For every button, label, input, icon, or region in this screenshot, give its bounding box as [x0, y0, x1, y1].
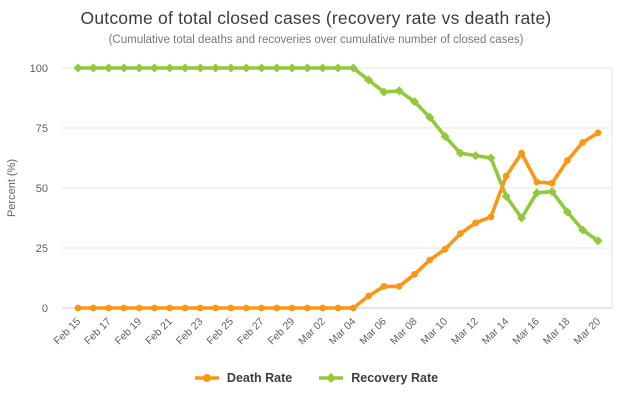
death-rate-point[interactable]	[258, 304, 265, 312]
x-tick-label: Mar 10	[419, 316, 451, 348]
death-rate-point[interactable]	[181, 304, 189, 312]
death-rate-point[interactable]	[548, 179, 556, 187]
recovery-rate-point[interactable]	[180, 63, 190, 73]
death-rate-point[interactable]	[74, 304, 82, 312]
death-rate-point[interactable]	[533, 178, 541, 186]
x-tick-label: Mar 02	[296, 316, 328, 348]
x-tick-label: Mar 12	[449, 316, 481, 348]
death-rate-point[interactable]	[334, 304, 342, 312]
recovery-rate-point[interactable]	[272, 63, 282, 73]
death-rate-point[interactable]	[166, 304, 174, 312]
recovery-rate-point[interactable]	[302, 63, 312, 73]
recovery-rate-point[interactable]	[562, 207, 572, 217]
x-tick-label: Mar 06	[357, 316, 389, 348]
recovery-rate-point[interactable]	[241, 63, 251, 73]
recovery-rate-point[interactable]	[501, 191, 511, 201]
recovery-rate-point[interactable]	[134, 63, 144, 73]
recovery-rate-point[interactable]	[149, 63, 159, 73]
x-tick-label: Feb 27	[235, 316, 267, 348]
recovery-rate-point[interactable]	[409, 97, 419, 107]
recovery-rate-point[interactable]	[486, 153, 496, 163]
death-rate-point[interactable]	[564, 157, 571, 164]
death-rate-legend-marker	[194, 374, 219, 382]
death-rate-point[interactable]	[395, 283, 403, 290]
death-rate-point[interactable]	[411, 271, 418, 278]
recovery-rate-point[interactable]	[455, 148, 465, 158]
death-rate-point[interactable]	[151, 304, 158, 312]
x-tick-label: Mar 16	[510, 316, 542, 348]
death-rate-point[interactable]	[518, 149, 525, 157]
recovery-rate-point[interactable]	[318, 63, 328, 73]
death-rate-point[interactable]	[105, 304, 112, 312]
x-tick-label: Mar 14	[480, 316, 512, 348]
recovery-rate-point[interactable]	[348, 63, 358, 73]
death-rate-point[interactable]	[487, 213, 495, 221]
death-rate-point[interactable]	[594, 129, 602, 137]
death-rate-point[interactable]	[441, 245, 449, 253]
x-tick-label: Feb 17	[82, 316, 114, 348]
recovery-rate-point[interactable]	[364, 75, 374, 85]
recovery-rate-point[interactable]	[226, 63, 236, 73]
death-rate-point[interactable]	[227, 304, 235, 312]
recovery-rate-point[interactable]	[165, 63, 175, 73]
death-rate-point[interactable]	[456, 230, 464, 238]
death-rate-point[interactable]	[426, 256, 434, 264]
y-tick-label: 100	[30, 63, 48, 75]
death-rate-point[interactable]	[319, 304, 327, 312]
x-tick-label: Mar 18	[541, 316, 573, 348]
death-rate-point[interactable]	[288, 304, 296, 312]
x-tick-label: Mar 08	[388, 316, 420, 348]
death-rate-point[interactable]	[579, 139, 587, 146]
x-tick-label: Feb 21	[143, 316, 175, 348]
recovery-rate-point[interactable]	[211, 63, 221, 73]
legend-label-death-rate: Death Rate	[226, 371, 293, 385]
recovery-rate-legend-marker	[319, 373, 344, 383]
legend-label-recovery-rate: Recovery Rate	[351, 371, 439, 385]
death-rate-point[interactable]	[365, 292, 372, 300]
chart-title: Outcome of total closed cases (recovery …	[80, 8, 552, 28]
x-tick-label: Feb 29	[266, 316, 298, 348]
recovery-rate-point[interactable]	[287, 63, 297, 73]
chart-subtitle: (Cumulative total deaths and recoveries …	[108, 34, 524, 46]
x-tick-label: Feb 23	[174, 316, 206, 348]
y-tick-label: 25	[36, 243, 48, 255]
x-tick-label: Mar 04	[327, 316, 359, 348]
death-rate-point[interactable]	[304, 304, 311, 312]
y-axis-title: Percent (%)	[6, 159, 18, 217]
recovery-rate-point[interactable]	[425, 112, 435, 122]
death-rate-point[interactable]	[502, 172, 510, 180]
x-tick-label: Mar 20	[572, 316, 604, 348]
death-rate-point[interactable]	[380, 283, 388, 290]
legend-item-recovery-rate[interactable]: Recovery Rate	[318, 371, 438, 385]
death-rate-point[interactable]	[242, 304, 250, 312]
recovery-rate-point[interactable]	[471, 151, 481, 161]
recovery-rate-point[interactable]	[104, 63, 114, 73]
recovery-rate-point[interactable]	[333, 63, 343, 73]
death-rate-point[interactable]	[120, 304, 128, 312]
x-tick-label: Feb 25	[204, 316, 236, 348]
x-tick-label: Feb 19	[113, 316, 145, 348]
legend-item-death-rate[interactable]: Death Rate	[194, 371, 292, 385]
recovery-rate-point[interactable]	[257, 63, 267, 73]
chart-legend: Death Rate Recovery Rate	[0, 371, 632, 385]
y-tick-label: 50	[36, 183, 48, 195]
recovery-rate-point[interactable]	[119, 63, 129, 73]
x-tick-label: Feb 15	[52, 316, 84, 348]
y-tick-label: 0	[42, 303, 48, 315]
death-rate-point[interactable]	[472, 219, 480, 227]
recovery-rate-point[interactable]	[379, 87, 389, 97]
death-rate-point[interactable]	[196, 304, 204, 312]
death-rate-point[interactable]	[273, 304, 281, 312]
death-rate-point[interactable]	[349, 304, 357, 312]
recovery-rate-point[interactable]	[88, 63, 98, 73]
death-rate-point[interactable]	[89, 304, 97, 312]
recovery-rate-point[interactable]	[73, 63, 83, 73]
death-rate-point[interactable]	[212, 304, 220, 312]
death-rate-point[interactable]	[135, 304, 143, 312]
recovery-rate-point[interactable]	[195, 63, 205, 73]
y-tick-label: 75	[36, 123, 48, 135]
